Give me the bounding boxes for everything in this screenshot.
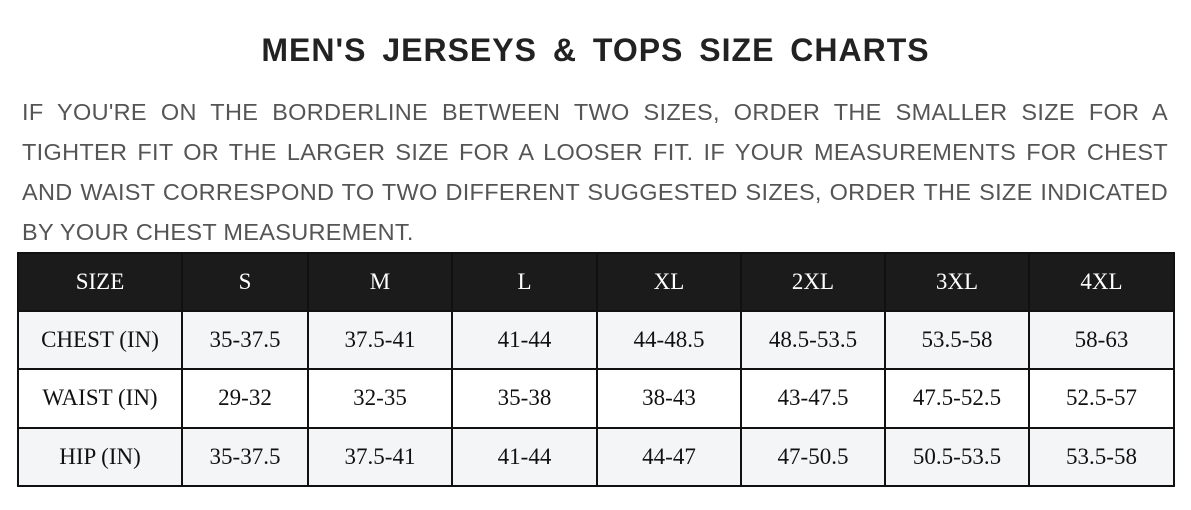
table-cell: 50.5-53.5 — [884, 426, 1030, 488]
size-chart-table: SIZE S M L XL 2XL 3XL 4XL CHEST (IN) 35-37.5 37.5… — [17, 252, 1175, 488]
header-cell: 3XL — [884, 252, 1030, 312]
table-cell: 48.5-53.5 — [740, 309, 886, 371]
table-cell: 35-38 — [451, 368, 598, 429]
page-title: MEN'S JERSEYS & TOPS SIZE CHARTS — [261, 32, 930, 68]
table-cell: 38-43 — [596, 368, 742, 429]
row-label-cell: HIP (IN) — [17, 426, 183, 488]
table-cell: 37.5-41 — [307, 426, 453, 488]
header-cell: M — [307, 252, 453, 312]
table-cell: 53.5-58 — [1028, 426, 1175, 488]
row-label-cell: WAIST (IN) — [17, 368, 183, 429]
table-cell: 37.5-41 — [307, 309, 453, 371]
table-row: CHEST (IN) 35-37.5 37.5-41 41-44 44-48.5 48.5… — [17, 309, 1175, 371]
table-cell: 32-35 — [307, 368, 453, 429]
table-cell: 53.5-58 — [884, 309, 1030, 371]
table-cell: 35-37.5 — [181, 426, 309, 488]
table-cell: 44-47 — [596, 426, 742, 488]
table-cell: 41-44 — [451, 309, 598, 371]
row-label-cell: CHEST (IN) — [17, 309, 183, 371]
table-cell: 41-44 — [451, 426, 598, 488]
table-cell: 58-63 — [1028, 309, 1175, 371]
table-cell: 52.5-57 — [1028, 368, 1175, 429]
table-row: HIP (IN) 35-37.5 37.5-41 41-44 44-47 47-50.5 5… — [17, 426, 1175, 488]
table-header-row: SIZE S M L XL 2XL 3XL 4XL — [17, 252, 1175, 312]
table-cell: 44-48.5 — [596, 309, 742, 371]
table-cell: 47.5-52.5 — [884, 368, 1030, 429]
table-row: WAIST (IN) 29-32 32-35 35-38 38-43 43-47.5 47.… — [17, 368, 1175, 429]
header-cell: XL — [596, 252, 742, 312]
header-cell: 4XL — [1028, 252, 1175, 312]
header-cell: S — [181, 252, 309, 312]
sizing-note: IF YOU'RE ON THE BORDERLINE BETWEEN TWO … — [22, 99, 1168, 245]
table-cell: 47-50.5 — [740, 426, 886, 488]
table-cell: 29-32 — [181, 368, 309, 429]
header-cell: SIZE — [17, 252, 183, 312]
table-cell: 43-47.5 — [740, 368, 886, 429]
header-cell: L — [451, 252, 598, 312]
table-cell: 35-37.5 — [181, 309, 309, 371]
header-cell: 2XL — [740, 252, 886, 312]
